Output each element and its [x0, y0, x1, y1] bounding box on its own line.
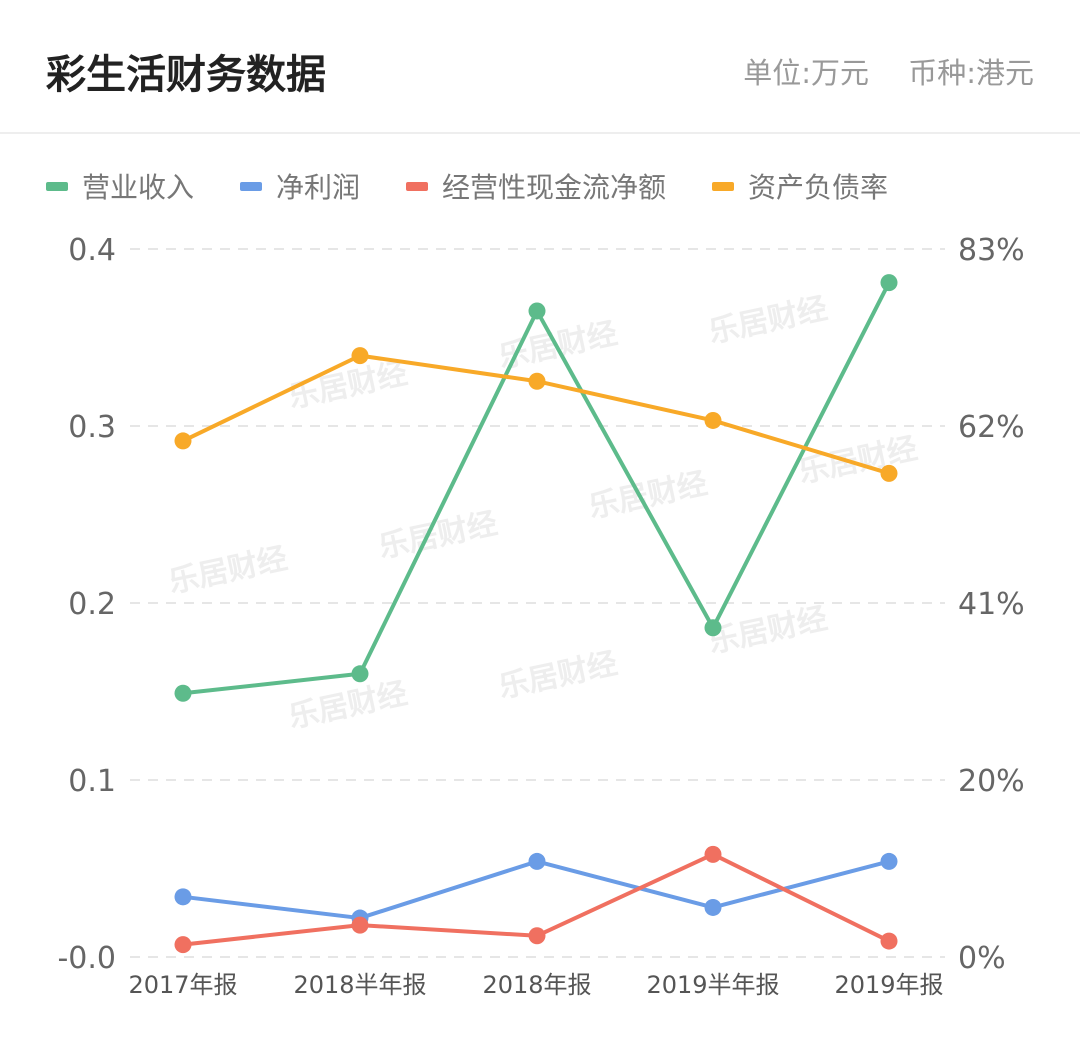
y-left-tick-label: 0.2	[68, 587, 116, 622]
data-point-cash-flow	[528, 927, 546, 945]
legend-swatch-net-profit	[240, 181, 263, 191]
legend-item-debt-ratio[interactable]: 资产负债率	[712, 166, 888, 206]
header-meta: 单位:万元 币种:港元	[713, 50, 1034, 92]
data-point-revenue	[528, 302, 546, 320]
legend-item-cash-flow[interactable]: 经营性现金流净额	[406, 166, 666, 206]
watermark-text: 乐居财经	[286, 676, 411, 735]
data-point-debt-ratio	[528, 372, 546, 390]
legend-swatch-debt-ratio	[712, 181, 735, 191]
x-tick-label: 2019半年报	[646, 971, 779, 999]
data-point-debt-ratio	[880, 464, 898, 482]
y-left-tick-label: -0.0	[57, 941, 116, 976]
data-point-revenue	[174, 684, 192, 702]
watermark-text: 乐居财经	[586, 466, 711, 525]
data-point-net-profit	[704, 898, 722, 916]
watermark-text: 乐居财经	[496, 646, 621, 705]
page-title: 彩生活财务数据	[46, 52, 326, 98]
chart-legend: 营业收入 净利润 经营性现金流净额 资产负债率	[46, 166, 934, 206]
data-point-net-profit	[880, 852, 898, 870]
legend-label-net-profit: 净利润	[276, 171, 361, 204]
data-point-debt-ratio	[351, 347, 369, 365]
y-left-tick-label: 0.4	[68, 233, 116, 268]
watermark-text: 乐居财经	[706, 601, 831, 660]
data-point-revenue	[704, 619, 722, 637]
unit-label: 单位:万元	[743, 56, 869, 90]
x-tick-label: 2019年报	[834, 971, 943, 999]
y-left-tick-label: 0.1	[68, 764, 116, 799]
watermark-text: 乐居财经	[286, 356, 411, 415]
data-point-net-profit	[528, 852, 546, 870]
legend-swatch-revenue	[46, 181, 68, 191]
y-right-tick-label: 0%	[958, 941, 1006, 976]
x-tick-label: 2018半年报	[293, 971, 426, 999]
data-point-net-profit	[174, 888, 192, 906]
data-point-revenue	[880, 274, 898, 292]
data-point-debt-ratio	[174, 432, 192, 450]
watermark-text: 乐居财经	[706, 291, 831, 350]
watermark-text: 乐居财经	[796, 431, 921, 490]
legend-item-net-profit[interactable]: 净利润	[240, 166, 360, 206]
legend-item-revenue[interactable]: 营业收入	[46, 166, 194, 206]
y-left-tick-label: 0.3	[68, 410, 116, 445]
x-tick-label: 2017年报	[128, 971, 237, 999]
data-point-cash-flow	[351, 916, 369, 934]
data-point-revenue	[351, 665, 369, 683]
y-right-tick-label: 20%	[958, 764, 1025, 799]
legend-label-revenue: 营业收入	[82, 171, 195, 204]
data-point-debt-ratio	[704, 411, 722, 429]
y-right-tick-label: 62%	[958, 410, 1025, 445]
data-point-cash-flow	[880, 932, 898, 950]
watermark-text: 乐居财经	[166, 541, 291, 600]
legend-swatch-cash-flow	[406, 181, 429, 191]
data-point-cash-flow	[174, 936, 192, 954]
header: 彩生活财务数据 单位:万元 币种:港元	[0, 0, 1080, 134]
legend-label-cash-flow: 经营性现金流净额	[442, 171, 667, 204]
y-right-tick-label: 83%	[958, 233, 1025, 268]
y-right-tick-label: 41%	[958, 587, 1025, 622]
x-tick-label: 2018年报	[482, 971, 591, 999]
legend-label-debt-ratio: 资产负债率	[748, 171, 889, 204]
data-point-cash-flow	[704, 845, 722, 863]
currency-label: 币种:港元	[908, 56, 1034, 90]
